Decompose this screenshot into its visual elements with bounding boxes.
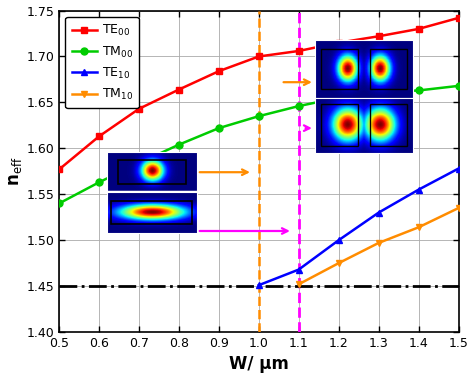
TM$_{00}$ [176, 143, 182, 147]
Bar [370, 49, 407, 89]
Legend: TE$_{00}$, TM$_{00}$, TE$_{10}$, TM$_{10}$: TE$_{00}$, TM$_{00}$, TE$_{10}$, TM$_{10… [65, 17, 139, 108]
Bar [370, 105, 407, 146]
Bar [320, 105, 358, 146]
Bar [320, 49, 358, 89]
TE$_{00}$ [136, 106, 142, 111]
TE$_{10}$ [376, 210, 382, 215]
TM$_{00}$ [216, 126, 222, 130]
TE$_{00}$ [416, 27, 421, 31]
TE$_{00}$ [56, 167, 62, 172]
TM$_{10}$ [336, 261, 342, 265]
TM$_{00}$ [416, 88, 421, 93]
TM$_{10}$ [456, 206, 461, 210]
TM$_{00}$ [256, 114, 262, 119]
Bar [111, 201, 192, 224]
TE$_{00}$ [296, 49, 301, 53]
TE$_{00}$ [96, 134, 102, 139]
Line: TM$_{10}$: TM$_{10}$ [295, 205, 462, 288]
Line: TE$_{10}$: TE$_{10}$ [255, 165, 462, 289]
TE$_{10}$ [416, 187, 421, 192]
TM$_{00}$ [336, 96, 342, 100]
TM$_{00}$ [456, 84, 461, 88]
Bar [118, 160, 186, 183]
TE$_{10}$ [336, 238, 342, 243]
TE$_{00}$ [256, 54, 262, 59]
TM$_{00}$ [56, 201, 62, 206]
TM$_{00}$ [96, 180, 102, 185]
TE$_{00}$ [336, 41, 342, 45]
TM$_{10}$ [296, 282, 301, 287]
X-axis label: W/ μm: W/ μm [229, 356, 289, 373]
TE$_{10}$ [296, 267, 301, 272]
Line: TE$_{00}$: TE$_{00}$ [55, 14, 462, 173]
TM$_{10}$ [416, 225, 421, 230]
TM$_{10}$ [376, 241, 382, 245]
TE$_{00}$ [216, 69, 222, 74]
TM$_{00}$ [136, 161, 142, 165]
TE$_{10}$ [256, 283, 262, 287]
Y-axis label: n$_{\rm eff}$: n$_{\rm eff}$ [6, 157, 24, 186]
TE$_{00}$ [456, 16, 461, 20]
TE$_{10}$ [456, 166, 461, 171]
Line: TM$_{00}$: TM$_{00}$ [55, 82, 462, 207]
TE$_{00}$ [376, 34, 382, 39]
TM$_{00}$ [376, 90, 382, 95]
TM$_{00}$ [296, 104, 301, 108]
TE$_{00}$ [176, 87, 182, 92]
